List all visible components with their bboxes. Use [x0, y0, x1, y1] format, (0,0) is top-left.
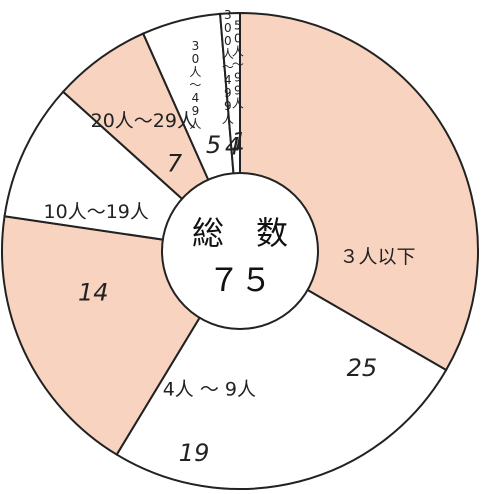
slice-label: 4人 〜 9人	[163, 378, 256, 400]
slice-value: 5	[206, 131, 221, 159]
slice-label: ３人以下	[340, 246, 416, 268]
slice-label: 10人〜19人	[44, 201, 149, 223]
center-total: ７５	[208, 261, 272, 299]
slice-value: 25	[347, 354, 378, 382]
pie-slice	[115, 249, 448, 490]
slice-value: 14	[78, 278, 109, 306]
center-title: 総 数	[192, 214, 288, 252]
slice-label: 5 0 人〜 9 9 人	[232, 18, 244, 110]
slice-value: 1	[231, 128, 246, 156]
slice-value: 7	[167, 150, 183, 178]
slice-value: 4	[225, 133, 240, 161]
slice-label: 3 0 0 人〜 4 9 9 人	[222, 8, 234, 126]
pie-labels: ３人以下 25 4人 〜 9人 19 10人〜19人 14 20人〜29人 7 3 0 人〜 4 9 人 5…	[44, 8, 416, 467]
slice-label: 20人〜29人	[91, 110, 196, 132]
center-circle	[161, 172, 319, 330]
slice-value: 19	[179, 439, 210, 467]
slice-label: 3 0 人〜 4 9 人	[189, 39, 201, 131]
